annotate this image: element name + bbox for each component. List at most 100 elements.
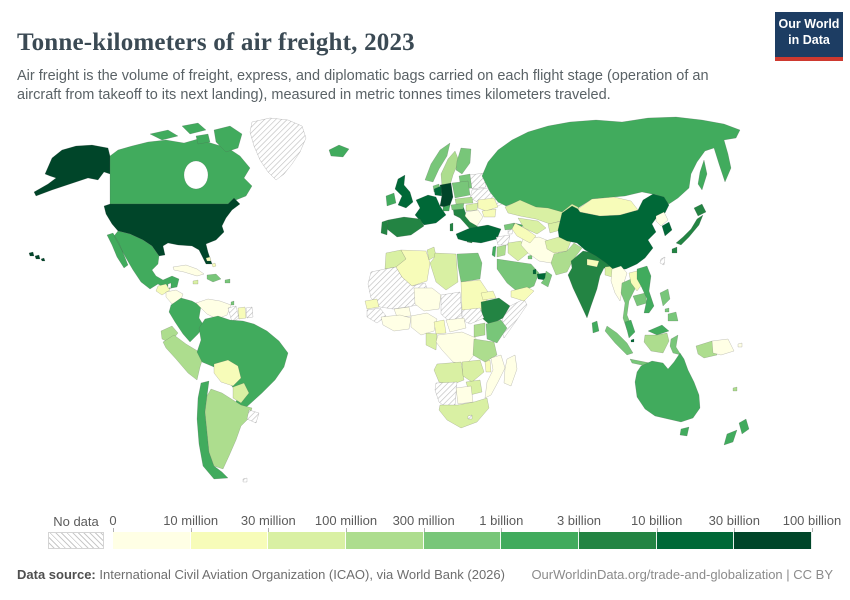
country-czechia-slovakia[interactable] [454,196,474,205]
country-kuwait[interactable] [527,254,533,260]
country-malawi[interactable] [484,359,492,373]
country-taiwan[interactable] [659,256,666,266]
country-uzbekistan[interactable] [517,217,547,235]
country-fiji[interactable] [732,386,738,392]
country-south-africa[interactable] [438,397,490,429]
country-chile[interactable] [196,380,229,480]
country-eritrea[interactable] [480,290,497,301]
country-nigeria[interactable] [410,312,438,336]
country-namibia[interactable] [434,381,458,409]
country-congo-gabon[interactable] [425,332,438,351]
country-greenland[interactable] [249,117,307,181]
country-paraguay[interactable] [232,382,250,404]
country-mongolia[interactable] [577,196,639,217]
country-yemen[interactable] [510,286,535,302]
country-vietnam[interactable] [636,265,655,314]
country-united-kingdom[interactable] [394,174,414,209]
country-trinidad[interactable] [230,300,235,306]
country-france[interactable] [414,194,447,226]
legend-no-data[interactable]: No data [48,514,104,549]
owid-logo[interactable]: Our World in Data [775,12,843,61]
country-japan[interactable] [671,203,707,254]
country-philippines[interactable] [659,288,679,322]
country-north-korea[interactable] [655,211,669,227]
country-poland[interactable] [451,180,471,199]
footer-license-link[interactable]: OurWorldinData.org/trade-and-globalizati… [531,567,833,582]
country-armenia[interactable] [507,228,514,235]
country-madagascar[interactable] [503,354,518,387]
country-usa-hawaii[interactable] [28,251,46,262]
country-belize[interactable] [167,282,172,289]
country-bolivia[interactable] [213,359,242,387]
country-guinea[interactable] [366,307,387,324]
country-indonesia-kalimantan-papua[interactable] [643,332,718,359]
legend-bin-1[interactable] [190,532,269,549]
country-mexico[interactable] [106,230,180,290]
country-suriname[interactable] [237,306,247,320]
country-kenya[interactable] [485,319,508,344]
country-norway[interactable] [424,142,451,183]
country-botswana[interactable] [455,385,474,405]
country-belarus[interactable] [469,172,487,190]
country-romania[interactable] [477,197,499,212]
country-cuba[interactable] [172,264,205,277]
legend-bin-5[interactable] [501,532,580,549]
country-ghana-ivory-coast[interactable] [380,314,412,332]
country-angola[interactable] [433,361,465,386]
country-new-zealand[interactable] [723,418,750,446]
country-lesotho[interactable] [467,414,473,420]
country-mozambique[interactable] [484,354,506,399]
country-balkans[interactable] [464,209,484,227]
country-senegal[interactable] [364,298,380,310]
country-sri-lanka[interactable] [591,320,600,334]
country-nepal[interactable] [586,258,600,268]
country-switzerland[interactable] [442,204,451,212]
country-bulgaria[interactable] [481,208,497,218]
country-usa-alaska[interactable] [33,144,111,197]
country-finland[interactable] [455,147,472,175]
legend-bin-0[interactable] [113,532,191,549]
country-south-sudan[interactable] [461,307,485,325]
country-oman[interactable] [540,270,553,288]
country-puerto-rico[interactable] [224,278,231,284]
country-portugal[interactable] [380,219,389,236]
country-venezuela[interactable] [195,298,232,320]
country-uruguay[interactable] [246,409,260,424]
country-egypt[interactable] [456,252,483,283]
country-australia[interactable] [634,352,701,437]
country-argentina[interactable] [204,388,253,470]
country-singapore[interactable] [630,338,635,343]
country-tanzania[interactable] [472,338,498,363]
legend-bin-2[interactable] [268,532,347,549]
country-niger[interactable] [413,287,442,312]
country-chad[interactable] [440,291,463,323]
legend-bin-6[interactable] [579,532,657,549]
country-ireland[interactable] [385,192,397,207]
legend-bin-8[interactable] [734,532,813,549]
legend-no-data-swatch[interactable] [48,532,104,549]
country-dr-congo[interactable] [435,331,477,366]
country-saudi-arabia[interactable] [496,258,540,294]
country-turkmenistan[interactable] [511,222,537,244]
country-cambodia[interactable] [632,292,648,307]
country-papua-new-guinea[interactable] [711,338,743,356]
country-cameroon[interactable] [433,319,447,335]
country-jamaica[interactable] [192,279,199,285]
country-algeria[interactable] [395,249,431,287]
country-spain[interactable] [386,216,425,238]
country-zambia[interactable] [461,359,485,383]
country-israel[interactable] [491,245,497,258]
country-jordan[interactable] [496,244,507,258]
country-malaysia[interactable] [624,319,670,339]
country-indonesia[interactable] [604,325,682,370]
country-guyana[interactable] [227,305,240,323]
country-bahamas[interactable] [205,256,217,268]
country-turkey[interactable] [455,224,502,244]
country-south-korea[interactable] [661,221,673,237]
country-brazil[interactable] [196,315,289,412]
country-russia-sakhalin[interactable] [697,159,708,191]
country-benelux[interactable] [433,185,443,197]
country-qatar[interactable] [532,268,537,275]
country-iceland[interactable] [328,144,350,158]
country-libya[interactable] [429,252,459,291]
